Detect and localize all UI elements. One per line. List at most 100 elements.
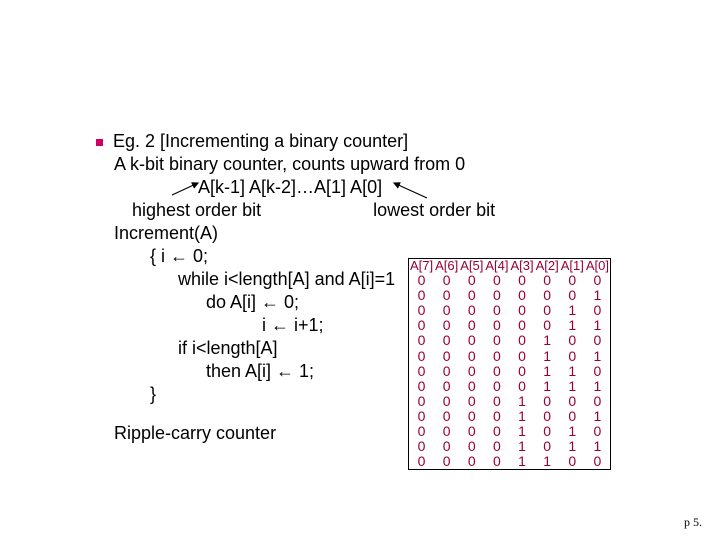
cell: 0: [459, 273, 484, 288]
table-row: 00000110: [409, 364, 610, 379]
cell: 0: [484, 273, 509, 288]
cell: 0: [434, 333, 459, 348]
cell: 0: [510, 273, 535, 288]
cell: 1: [535, 379, 560, 394]
col-header: A[2]: [535, 259, 560, 273]
table-row: 00001011: [409, 439, 610, 454]
cell: 1: [585, 349, 610, 364]
cell: 0: [409, 424, 434, 439]
cell: 0: [434, 454, 459, 469]
cell: 1: [535, 364, 560, 379]
cell: 0: [510, 303, 535, 318]
table-row: 00000101: [409, 349, 610, 364]
cell: 1: [510, 439, 535, 454]
text-eg2: Eg. 2 [Incrementing a binary counter]: [113, 131, 408, 151]
cell: 0: [409, 394, 434, 409]
text-b1: { i ← 0;: [150, 246, 208, 266]
cell: 0: [585, 333, 610, 348]
cell: 1: [560, 303, 585, 318]
cell: 1: [585, 379, 610, 394]
cell: 0: [535, 303, 560, 318]
table-row: 00000100: [409, 333, 610, 348]
cell: 0: [459, 333, 484, 348]
cell: 1: [585, 318, 610, 333]
cell: 0: [510, 318, 535, 333]
cell: 1: [510, 409, 535, 424]
cell: 0: [459, 349, 484, 364]
cell: 0: [434, 349, 459, 364]
cell: 0: [484, 409, 509, 424]
cell: 1: [535, 349, 560, 364]
cell: 0: [484, 439, 509, 454]
cell: 0: [409, 454, 434, 469]
col-header: A[0]: [585, 259, 610, 273]
cell: 0: [459, 454, 484, 469]
page-number: p 5.: [684, 515, 702, 530]
text-kbit: A k-bit binary counter, counts upward fr…: [114, 154, 465, 174]
cell: 0: [409, 273, 434, 288]
table-row: 00000111: [409, 379, 610, 394]
col-header: A[1]: [560, 259, 585, 273]
col-header: A[7]: [409, 259, 434, 273]
cell: 0: [409, 303, 434, 318]
cell: 0: [560, 394, 585, 409]
cell: 0: [560, 349, 585, 364]
cell: 0: [434, 364, 459, 379]
cell: 0: [484, 333, 509, 348]
cell: 0: [484, 424, 509, 439]
cell: 1: [585, 409, 610, 424]
cell: 0: [560, 409, 585, 424]
cell: 0: [560, 273, 585, 288]
cell: 0: [434, 409, 459, 424]
cell: 0: [585, 364, 610, 379]
col-header: A[4]: [484, 259, 509, 273]
text-arr: A[k-1] A[k-2]…A[1] A[0]: [198, 177, 382, 197]
bullet-icon: [96, 139, 103, 146]
cell: 0: [484, 364, 509, 379]
cell: 0: [560, 288, 585, 303]
cell: 0: [535, 439, 560, 454]
text-b7: }: [150, 384, 156, 404]
cell: 0: [434, 318, 459, 333]
cell: 0: [409, 379, 434, 394]
text-b3: do A[i] ← 0;: [206, 292, 299, 312]
table-row: 00000001: [409, 288, 610, 303]
cell: 0: [585, 273, 610, 288]
table-row: 00000000: [409, 273, 610, 288]
cell: 0: [409, 333, 434, 348]
cell: 0: [459, 394, 484, 409]
text-b4: i ← i+1;: [262, 315, 324, 335]
col-header: A[6]: [434, 259, 459, 273]
cell: 0: [459, 303, 484, 318]
cell: 0: [585, 394, 610, 409]
cell: 0: [409, 364, 434, 379]
cell: 1: [560, 318, 585, 333]
cell: 1: [560, 379, 585, 394]
col-header: A[5]: [459, 259, 484, 273]
text-highest: highest order bit: [132, 200, 261, 220]
table-row: 00001100: [409, 454, 610, 469]
cell: 0: [409, 439, 434, 454]
text-b5: if i<length[A]: [178, 338, 278, 358]
table-row: 00000010: [409, 303, 610, 318]
table-row: 00000011: [409, 318, 610, 333]
cell: 0: [585, 454, 610, 469]
cell: 1: [510, 454, 535, 469]
cell: 0: [459, 364, 484, 379]
cell: 0: [459, 379, 484, 394]
cell: 0: [510, 364, 535, 379]
cell: 1: [535, 454, 560, 469]
table-row: 00001001: [409, 409, 610, 424]
slide: Eg. 2 [Incrementing a binary counter] A …: [0, 0, 720, 540]
cell: 0: [535, 394, 560, 409]
cell: 0: [484, 288, 509, 303]
cell: 1: [510, 424, 535, 439]
cell: 0: [434, 439, 459, 454]
table-row: 00001000: [409, 394, 610, 409]
cell: 0: [459, 318, 484, 333]
text-b6: then A[i] ← 1;: [206, 361, 314, 381]
line-eg2: Eg. 2 [Incrementing a binary counter]: [90, 130, 660, 153]
cell: 0: [560, 454, 585, 469]
cell: 0: [560, 333, 585, 348]
cell: 0: [434, 303, 459, 318]
